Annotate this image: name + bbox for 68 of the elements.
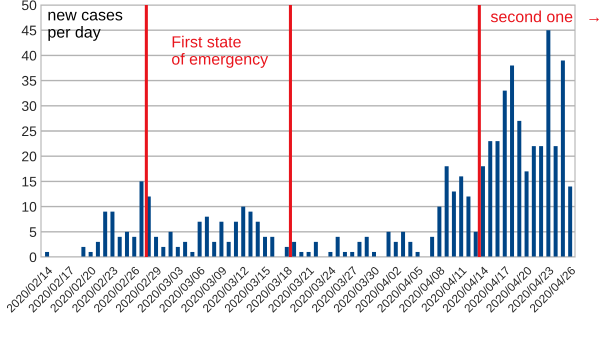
y-tick-label: 30 xyxy=(22,101,36,111)
bar xyxy=(560,60,565,257)
y-tick-label: 50 xyxy=(22,0,36,10)
text: → xyxy=(589,18,599,22)
bar xyxy=(554,146,558,257)
bar xyxy=(502,90,507,257)
bar xyxy=(452,191,456,257)
bar xyxy=(517,120,522,257)
bar xyxy=(284,246,289,257)
y-tick-label: 40 xyxy=(22,50,36,61)
bar xyxy=(241,206,246,257)
bar xyxy=(430,236,434,257)
bar xyxy=(394,242,398,257)
bar xyxy=(474,232,478,257)
bar xyxy=(226,242,231,257)
bar xyxy=(263,236,268,257)
bar xyxy=(292,242,296,257)
bar xyxy=(183,242,188,257)
y-tick-label: 20 xyxy=(22,152,36,162)
y-tick-label: 45 xyxy=(22,26,36,36)
bar xyxy=(270,236,274,257)
bar xyxy=(124,232,129,257)
bar xyxy=(176,246,180,257)
bar xyxy=(204,216,209,257)
y-tick-label: 5 xyxy=(30,227,36,237)
ref-line-label: second one xyxy=(490,10,572,22)
bar xyxy=(234,222,238,257)
bar xyxy=(103,212,108,257)
bar xyxy=(336,236,340,257)
bar xyxy=(154,236,158,257)
bar xyxy=(161,246,166,257)
y-axis-title: new cases per day xyxy=(48,12,122,41)
bar xyxy=(110,212,114,257)
bar xyxy=(168,232,173,257)
bar xyxy=(524,171,529,257)
bar xyxy=(401,232,406,257)
bar xyxy=(466,196,470,257)
bar xyxy=(140,181,144,257)
bar xyxy=(510,65,514,257)
bar xyxy=(132,236,136,257)
bar xyxy=(408,242,412,257)
bar xyxy=(546,30,550,257)
y-tick-label: 35 xyxy=(22,76,36,86)
bar xyxy=(444,166,449,257)
bar xyxy=(386,232,391,257)
bar xyxy=(488,141,492,257)
bar xyxy=(248,212,252,257)
bar xyxy=(568,186,572,257)
bar xyxy=(118,236,122,257)
y-tick-label: 25 xyxy=(22,126,36,136)
bar xyxy=(219,222,224,257)
bar xyxy=(198,222,202,257)
bar xyxy=(314,242,318,257)
bar xyxy=(532,146,536,257)
bar xyxy=(459,176,464,257)
bar xyxy=(480,166,485,257)
bar xyxy=(437,206,442,257)
bar xyxy=(81,246,86,257)
bar xyxy=(96,242,100,257)
y-tick-label: 10 xyxy=(22,202,36,212)
y-tick-label: 0 xyxy=(30,252,36,262)
bar xyxy=(357,242,362,257)
bar xyxy=(212,242,216,257)
y-tick-label: 15 xyxy=(22,176,36,187)
bar xyxy=(496,141,500,257)
bar xyxy=(364,236,369,257)
ref-line-label: First state of emergency xyxy=(172,36,268,68)
bar xyxy=(539,146,544,257)
